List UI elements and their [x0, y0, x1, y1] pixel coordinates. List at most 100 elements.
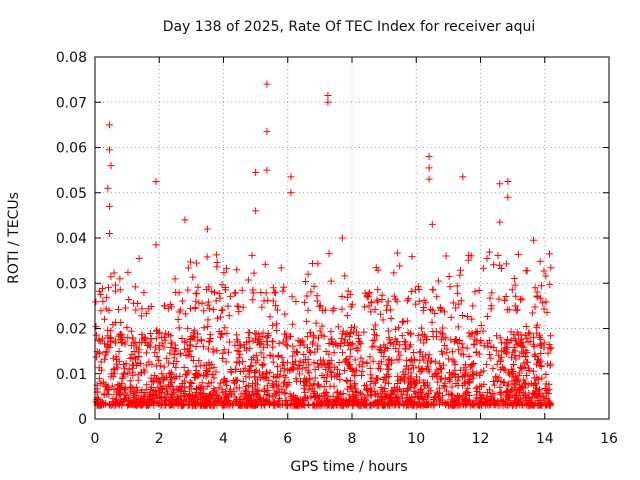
data-point: [114, 381, 122, 389]
data-point: [338, 334, 346, 342]
data-point: [126, 388, 134, 396]
data-point: [126, 377, 134, 385]
data-point: [143, 396, 151, 404]
data-point: [145, 341, 153, 349]
data-point: [414, 283, 422, 291]
data-point: [334, 323, 342, 331]
data-point: [470, 335, 478, 343]
data-point: [315, 363, 323, 371]
data-point: [125, 365, 133, 373]
data-point: [331, 372, 339, 380]
data-point: [487, 342, 495, 350]
data-point: [374, 266, 382, 274]
data-point: [532, 360, 540, 368]
data-point: [362, 400, 370, 408]
data-point: [206, 338, 214, 346]
data-point: [299, 337, 307, 345]
data-point: [218, 385, 226, 393]
data-point: [99, 297, 107, 305]
data-point: [547, 332, 555, 340]
data-point: [110, 366, 118, 374]
data-point: [203, 253, 211, 261]
data-point: [420, 382, 428, 390]
data-point: [266, 313, 274, 321]
data-point: [419, 306, 427, 314]
data-point: [367, 377, 375, 385]
data-point: [434, 394, 442, 402]
data-point: [438, 374, 446, 382]
data-point: [210, 363, 218, 371]
data-point: [425, 368, 433, 376]
data-point: [523, 358, 531, 366]
data-point: [269, 398, 277, 406]
data-point: [454, 381, 462, 389]
data-point: [326, 382, 334, 390]
data-point: [190, 357, 198, 365]
data-point: [98, 285, 106, 293]
data-point: [533, 329, 541, 337]
data-point: [486, 386, 494, 394]
data-point: [105, 306, 113, 314]
data-point: [296, 362, 304, 370]
data-point: [305, 386, 313, 394]
data-point: [138, 305, 146, 313]
data-point: [525, 364, 533, 372]
data-point: [534, 387, 542, 395]
data-point: [275, 400, 283, 408]
data-point: [95, 364, 103, 372]
data-point: [412, 300, 420, 308]
data-point: [127, 383, 135, 391]
data-point: [378, 401, 386, 409]
data-point: [243, 346, 251, 354]
data-point: [449, 369, 457, 377]
data-point: [428, 318, 436, 326]
data-point: [309, 331, 317, 339]
data-point: [260, 375, 268, 383]
data-point: [102, 349, 110, 357]
data-point: [462, 361, 470, 369]
data-point: [462, 389, 470, 397]
data-point: [394, 380, 402, 388]
data-point: [227, 368, 235, 376]
data-point: [220, 376, 228, 384]
data-point: [547, 344, 555, 352]
data-point: [258, 372, 266, 380]
data-point: [503, 396, 511, 404]
data-point: [367, 308, 375, 316]
data-point: [486, 392, 494, 400]
data-point: [496, 261, 504, 269]
data-point: [179, 380, 186, 388]
data-point: [394, 386, 402, 394]
data-point: [488, 289, 496, 297]
data-point: [111, 287, 119, 295]
data-point: [174, 394, 182, 402]
data-point: [142, 310, 150, 318]
data-point: [387, 357, 395, 365]
data-point: [175, 324, 183, 332]
data-point: [345, 391, 353, 399]
data-point: [357, 340, 365, 348]
data-point: [399, 388, 407, 395]
data-point: [390, 292, 398, 300]
data-point: [487, 354, 495, 362]
data-point: [109, 400, 117, 408]
data-point: [522, 322, 530, 330]
data-point: [499, 401, 507, 409]
data-point: [531, 391, 539, 399]
data-point: [323, 388, 331, 396]
data-point: [137, 389, 145, 397]
data-point: [153, 362, 161, 370]
data-point: [102, 399, 110, 407]
data-point: [115, 306, 123, 314]
data-point: [366, 401, 374, 409]
data-point: [192, 290, 200, 298]
data-point: [92, 323, 100, 331]
data-point: [377, 358, 385, 366]
data-point: [490, 261, 498, 269]
data-point: [422, 333, 430, 341]
data-point: [524, 401, 532, 409]
data-point: [187, 353, 195, 361]
data-point: [479, 327, 487, 335]
data-point: [493, 332, 501, 340]
data-point: [160, 383, 168, 391]
